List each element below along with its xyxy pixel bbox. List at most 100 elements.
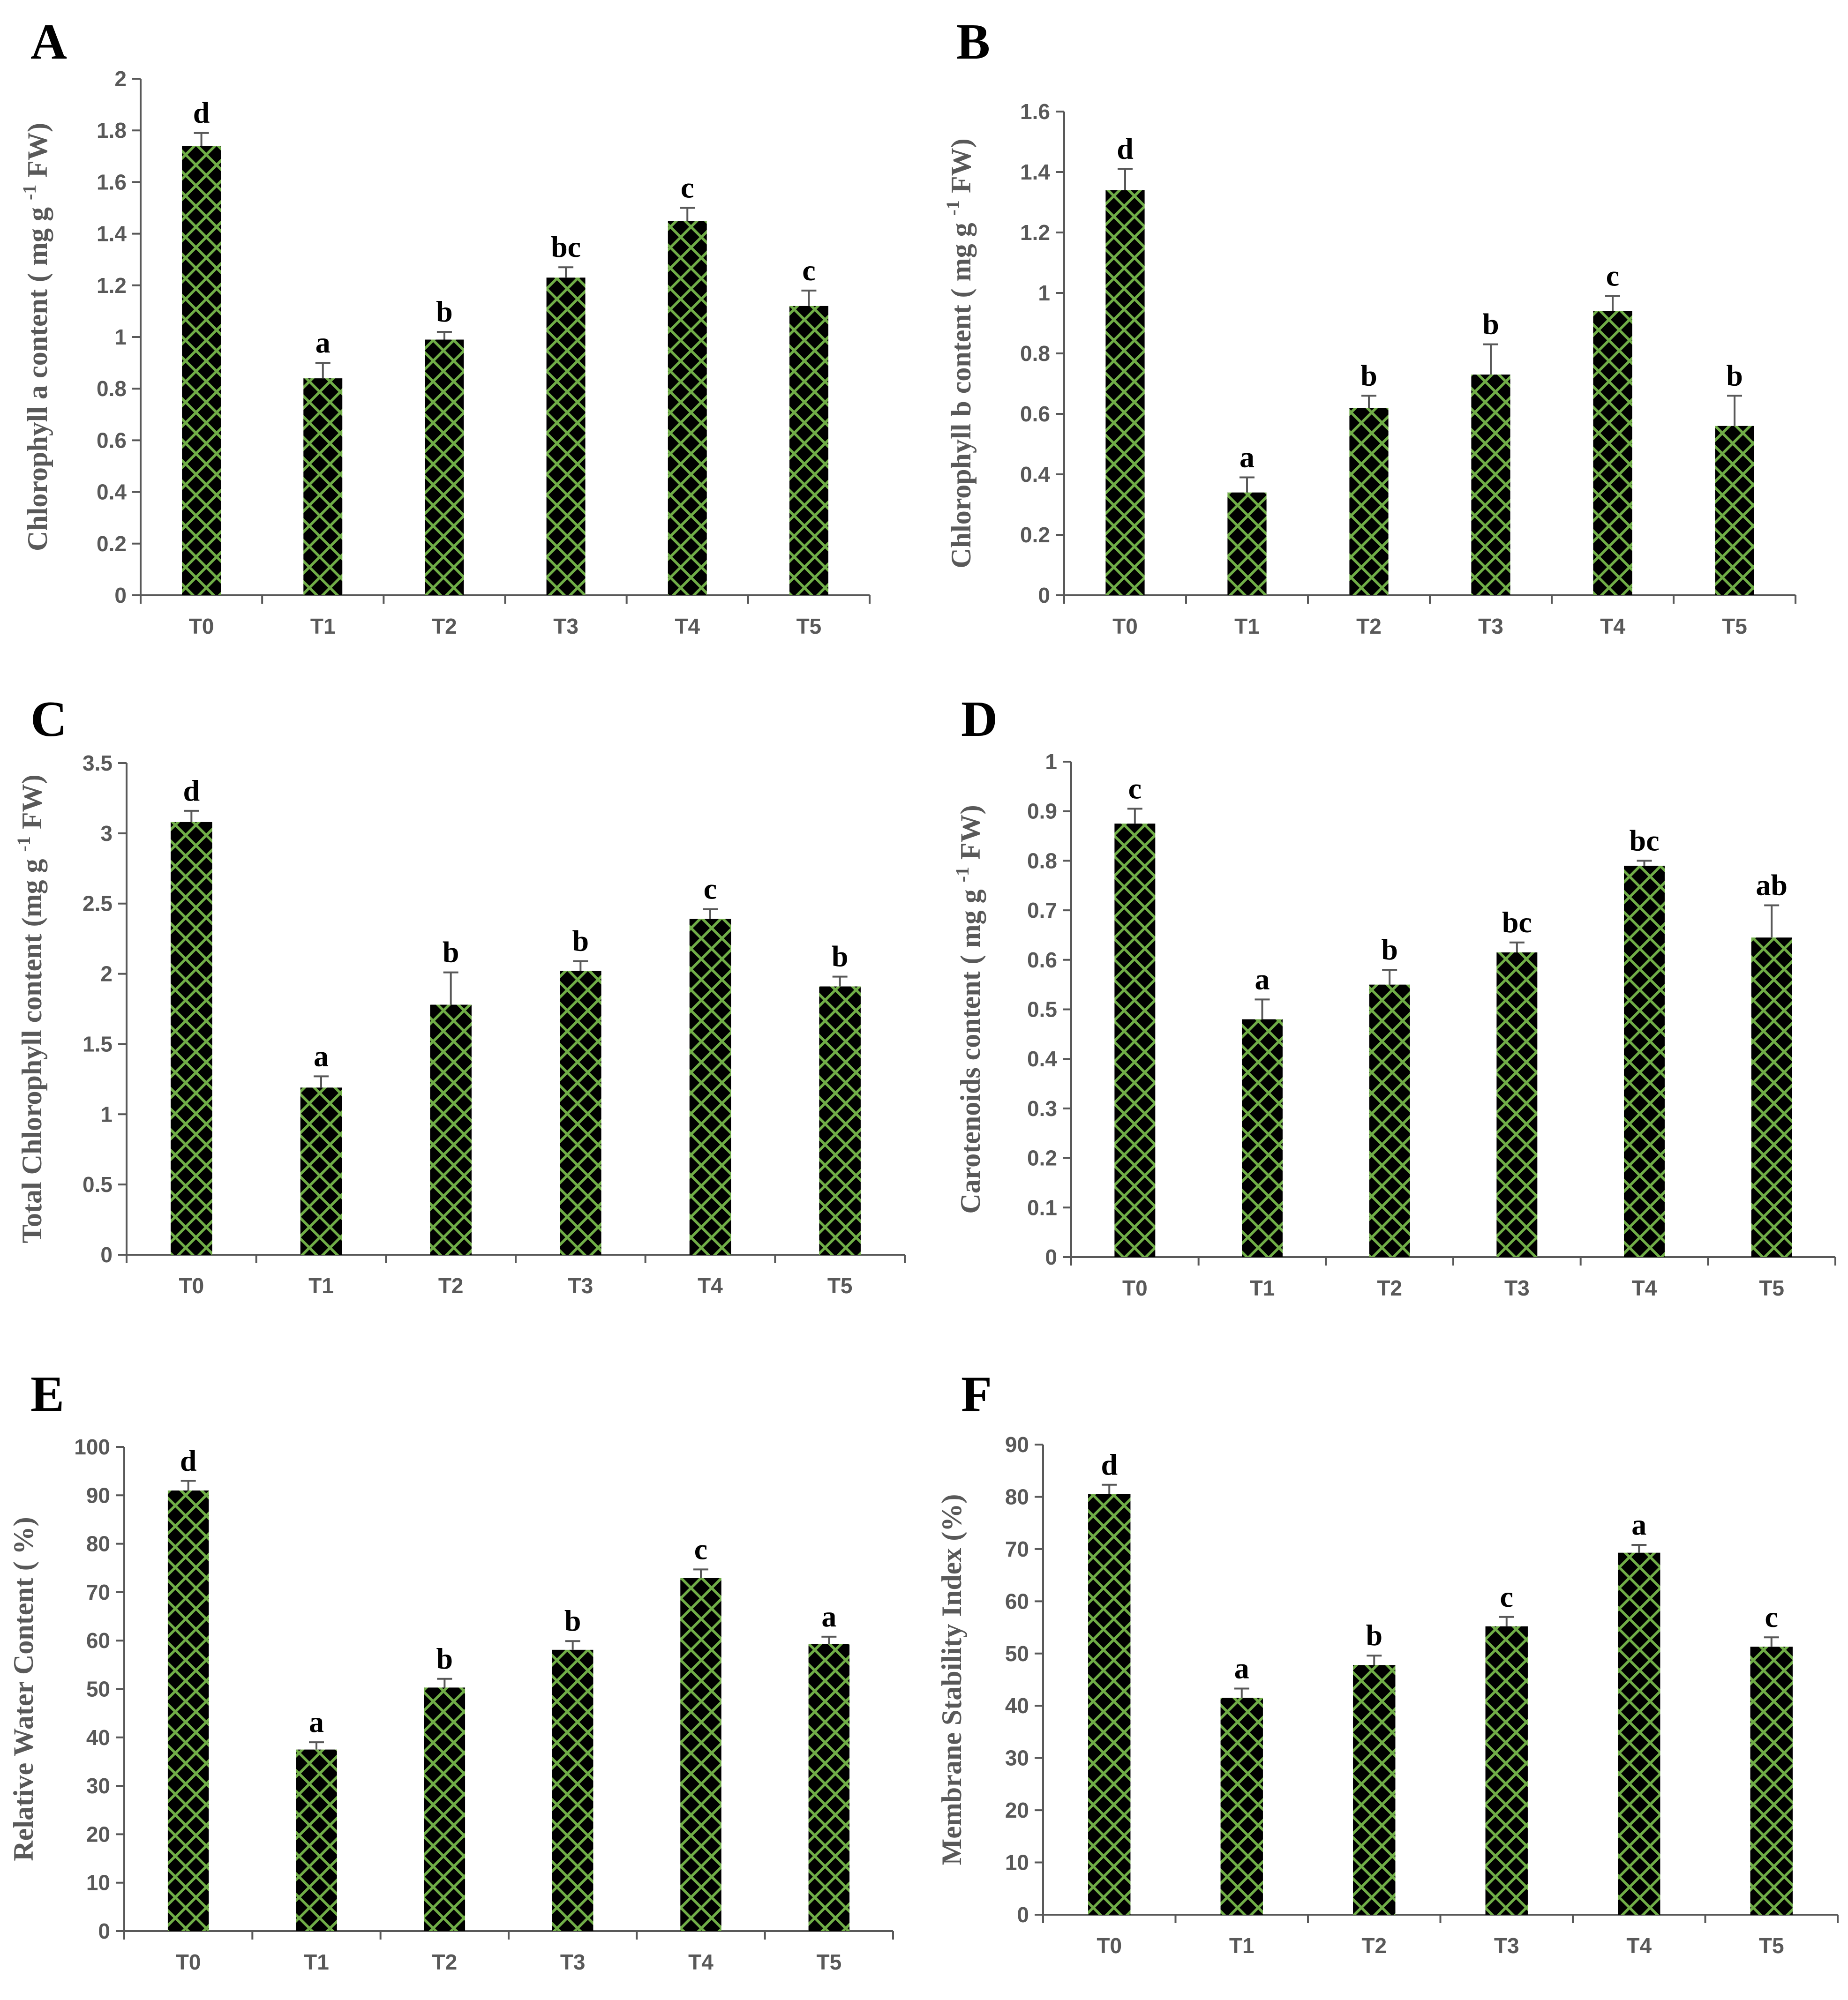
- x-tick-label: T2: [432, 1950, 457, 1974]
- x-tick-label: T2: [1377, 1276, 1402, 1300]
- x-tick-label: T4: [688, 1950, 714, 1974]
- y-tick-label: 0.6: [97, 428, 127, 452]
- y-axis-label-superscript: -1: [19, 185, 40, 200]
- significance-letter: a: [1234, 1651, 1249, 1685]
- bar-t3: [560, 971, 601, 1255]
- y-tick-label: 1.5: [83, 1032, 113, 1056]
- x-tick-label: T1: [304, 1950, 329, 1974]
- significance-letter: c: [802, 254, 815, 287]
- y-axis-label-main: Membrane Stability Index (%): [936, 1494, 967, 1865]
- significance-letter: d: [1101, 1448, 1118, 1481]
- significance-letter: bc: [551, 230, 581, 263]
- bar-t0: [1105, 190, 1145, 595]
- significance-letter: c: [1128, 772, 1142, 805]
- x-tick-label: T5: [796, 614, 822, 638]
- significance-letter: bc: [1630, 824, 1660, 857]
- significance-letter: d: [183, 774, 200, 807]
- significance-letter: b: [1381, 933, 1398, 966]
- y-tick-label: 0.6: [1020, 402, 1050, 426]
- y-tick-label: 60: [86, 1628, 110, 1653]
- chart-panel-e: E 0 10 20 30 40 50 60 70 80 90 100 d T0 a T1 b T2 b T3 c T4 a T…: [8, 1366, 894, 1974]
- significance-letter: d: [180, 1444, 197, 1477]
- y-tick-label: 30: [86, 1774, 110, 1798]
- x-tick-label: T2: [432, 614, 457, 638]
- y-axis-label-superscript: -1: [942, 200, 963, 216]
- significance-letter: b: [1482, 307, 1499, 341]
- y-axis-label-main: Chlorophyll a content ( mg g: [22, 200, 53, 551]
- bar-t4: [668, 221, 707, 595]
- y-axis-label: Membrane Stability Index (%): [936, 1494, 967, 1865]
- y-tick-label: 0.4: [97, 480, 127, 504]
- y-axis-label-main: Carotenoids content ( mg g: [955, 882, 986, 1213]
- bar-t5: [1751, 937, 1792, 1257]
- chart-panel-b: B 0 0.2 0.4 0.6 0.8 1 1.2 1.4 1.6 d T0 a T1 b T2 b T3 c T4 b…: [942, 14, 1796, 638]
- y-tick-label: 0.4: [1027, 1047, 1057, 1071]
- x-tick-label: T2: [438, 1273, 464, 1298]
- significance-letter: b: [436, 295, 453, 328]
- x-tick-label: T0: [1112, 614, 1138, 638]
- y-tick-label: 0: [114, 583, 127, 607]
- bar-t5: [789, 306, 828, 595]
- x-tick-label: T5: [1759, 1933, 1784, 1958]
- chart-panel-f: F 0 10 20 30 40 50 60 70 80 90 d T0 a T1 b T2 c T3 a T4 c T5 Me…: [936, 1366, 1839, 1958]
- y-axis-label: Total Chlorophyll content (mg g -1 FW): [13, 774, 47, 1243]
- significance-letter: c: [704, 872, 717, 906]
- y-tick-label: 0.6: [1027, 948, 1057, 972]
- significance-letter: d: [1117, 132, 1134, 165]
- bar-t2: [1349, 408, 1389, 595]
- y-tick-label: 0: [1045, 1245, 1057, 1269]
- x-tick-label: T3: [1494, 1933, 1519, 1958]
- y-tick-label: 40: [86, 1725, 110, 1750]
- bar-t1: [1227, 492, 1267, 595]
- y-tick-label: 2.5: [83, 891, 113, 916]
- bar-t1: [303, 378, 343, 595]
- chart-panel-a: A 0 0.2 0.4 0.6 0.8 1 1.2 1.4 1.6 1.8 2 d T0 a T1 b T2 bc T…: [19, 14, 871, 638]
- panel-letter: C: [30, 691, 67, 747]
- significance-letter: b: [436, 1642, 453, 1675]
- y-tick-label: 1.2: [1020, 220, 1050, 245]
- y-tick-label: 100: [74, 1435, 110, 1459]
- x-tick-label: T0: [1097, 1933, 1122, 1958]
- chart-panel-c: C 0 0.5 1 1.5 2 2.5 3 3.5 d T0 a T1 b T2 b T3 c T4 b T5 Total…: [13, 691, 906, 1298]
- significance-letter: a: [316, 326, 331, 359]
- bar-t0: [182, 146, 221, 595]
- y-tick-label: 1.6: [1020, 99, 1050, 124]
- x-tick-label: T3: [1504, 1276, 1530, 1300]
- bar-t0: [1114, 824, 1156, 1257]
- y-axis-label-main: Total Chlorophyll content (mg g: [16, 852, 47, 1243]
- bar-t2: [1353, 1665, 1396, 1915]
- x-tick-label: T1: [310, 614, 336, 638]
- significance-letter: c: [1606, 259, 1619, 292]
- bar-t5: [819, 986, 861, 1255]
- significance-letter: c: [1765, 1600, 1778, 1633]
- y-tick-label: 2: [100, 962, 113, 986]
- significance-letter: d: [193, 96, 210, 129]
- y-tick-label: 0.9: [1027, 799, 1057, 824]
- y-axis-label-superscript: -1: [952, 867, 973, 882]
- bar-t3: [1485, 1626, 1528, 1915]
- chart-panel-d: D 0 0.1 0.2 0.3 0.4 0.5 0.6 0.7 0.8 0.9 1 c T0 a T1 b T2 b…: [952, 691, 1836, 1300]
- y-tick-label: 1: [1045, 749, 1057, 774]
- y-tick-label: 30: [1005, 1746, 1029, 1770]
- x-tick-label: T2: [1356, 614, 1382, 638]
- x-tick-label: T2: [1361, 1933, 1387, 1958]
- y-tick-label: 1: [100, 1102, 113, 1126]
- y-axis-label-end: FW): [955, 805, 986, 867]
- y-tick-label: 0.2: [1027, 1146, 1057, 1170]
- y-tick-label: 60: [1005, 1589, 1029, 1613]
- y-tick-label: 50: [86, 1677, 110, 1701]
- x-tick-label: T3: [568, 1273, 593, 1298]
- y-axis-label-end: FW): [22, 123, 53, 185]
- x-tick-label: T3: [1478, 614, 1503, 638]
- y-axis-label-end: FW): [16, 774, 47, 836]
- y-tick-label: 0: [1017, 1903, 1029, 1927]
- bar-t0: [167, 1490, 209, 1931]
- y-tick-label: 20: [86, 1822, 110, 1846]
- bar-t1: [1242, 1019, 1283, 1257]
- y-tick-label: 0.2: [1020, 523, 1050, 547]
- bar-t2: [424, 1687, 466, 1931]
- y-tick-label: 0.8: [1020, 341, 1050, 366]
- significance-letter: b: [1360, 359, 1377, 392]
- bar-t0: [171, 822, 212, 1255]
